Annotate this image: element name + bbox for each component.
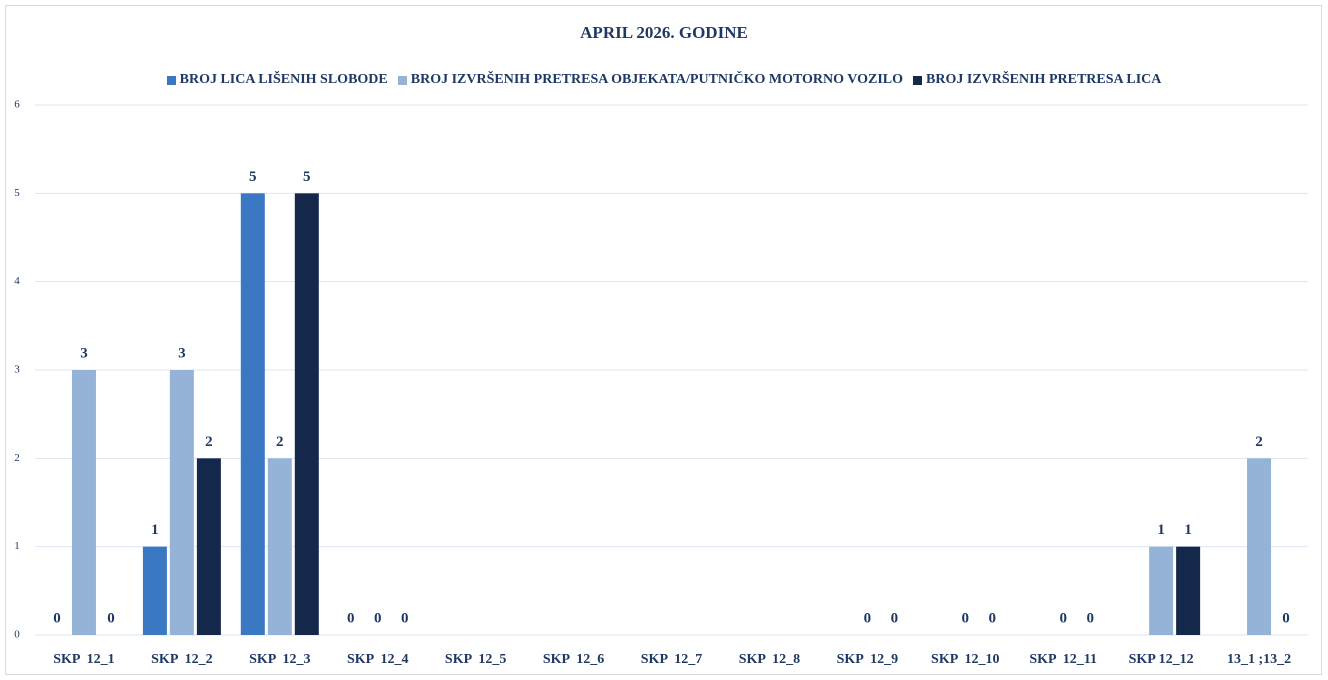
data-label: 2: [276, 434, 284, 450]
data-label: 0: [347, 610, 355, 626]
bar: [169, 370, 194, 635]
data-label: 0: [864, 610, 872, 626]
y-tick-label: 6: [14, 99, 20, 111]
x-tick-label: SKP 12_1: [53, 652, 114, 667]
legend: BROJ LICA LIŠENIH SLOBODE BROJ IZVRŠENIH …: [0, 72, 1328, 88]
y-tick-label: 2: [14, 452, 20, 464]
data-label: 0: [962, 610, 970, 626]
data-label: 0: [374, 610, 382, 626]
data-label: 3: [178, 345, 186, 361]
data-label: 0: [401, 610, 409, 626]
legend-item: BROJ IZVRŠENIH PRETRESA LICA: [913, 72, 1161, 88]
x-tick-label: SKP 12_2: [151, 652, 212, 667]
x-tick-label: SKP 12_3: [249, 652, 310, 667]
x-tick-label: SKP 12_7: [641, 652, 702, 667]
data-label: 0: [989, 610, 997, 626]
chart-title: APRIL 2026. GODINE: [580, 23, 748, 42]
data-label: 0: [53, 610, 61, 626]
legend-label: BROJ LICA LIŠENIH SLOBODE: [179, 72, 388, 87]
x-tick-label: 13_1 ;13_2: [1227, 652, 1291, 667]
bar: [267, 458, 292, 635]
data-label: 3: [80, 345, 88, 361]
legend-swatch: [913, 75, 923, 85]
data-label: 5: [249, 169, 257, 185]
y-tick-label: 3: [14, 364, 20, 376]
bar: [1247, 458, 1272, 635]
legend-label: BROJ IZVRŠENIH PRETRESA OBJEKATA/PUTNIČK…: [410, 72, 904, 87]
y-tick-label: 1: [14, 540, 20, 552]
legend-label: BROJ IZVRŠENIH PRETRESA LICA: [926, 72, 1162, 87]
data-label: 1: [1184, 522, 1192, 538]
bar: [294, 193, 319, 636]
x-tick-label: SKP 12_4: [347, 652, 408, 667]
x-tick-label: SKP 12_9: [837, 652, 898, 667]
bar: [1149, 546, 1174, 635]
data-label: 1: [151, 522, 159, 538]
data-label: 2: [205, 434, 213, 450]
x-tick-label: SKP 12_5: [445, 652, 506, 667]
y-tick-label: 0: [14, 629, 20, 641]
legend-item: BROJ LICA LIŠENIH SLOBODE: [166, 72, 388, 88]
data-label: 2: [1255, 434, 1263, 450]
data-label: 1: [1157, 522, 1165, 538]
y-tick-label: 4: [14, 275, 20, 287]
bar: [1176, 546, 1201, 635]
bar: [196, 458, 221, 635]
data-label: 0: [1086, 610, 1094, 626]
chart-border: [5, 5, 1322, 675]
bar: [142, 546, 167, 635]
x-tick-label: SKP 12_6: [543, 652, 604, 667]
legend-swatch: [166, 75, 176, 85]
y-tick-label: 5: [14, 187, 20, 199]
bar: [240, 193, 265, 636]
x-tick-label: SKP 12_10: [931, 652, 999, 667]
x-tick-label: SKP 12_8: [739, 652, 800, 667]
x-tick-label: SKP 12_12: [1129, 652, 1194, 667]
data-label: 0: [891, 610, 899, 626]
data-label: 0: [1059, 610, 1067, 626]
data-label: 0: [1282, 610, 1290, 626]
x-tick-label: SKP 12_11: [1029, 652, 1097, 667]
legend-swatch: [397, 75, 407, 85]
legend-item: BROJ IZVRŠENIH PRETRESA OBJEKATA/PUTNIČK…: [397, 72, 904, 88]
data-label: 0: [107, 610, 115, 626]
bar: [71, 370, 96, 635]
data-label: 5: [303, 169, 311, 185]
